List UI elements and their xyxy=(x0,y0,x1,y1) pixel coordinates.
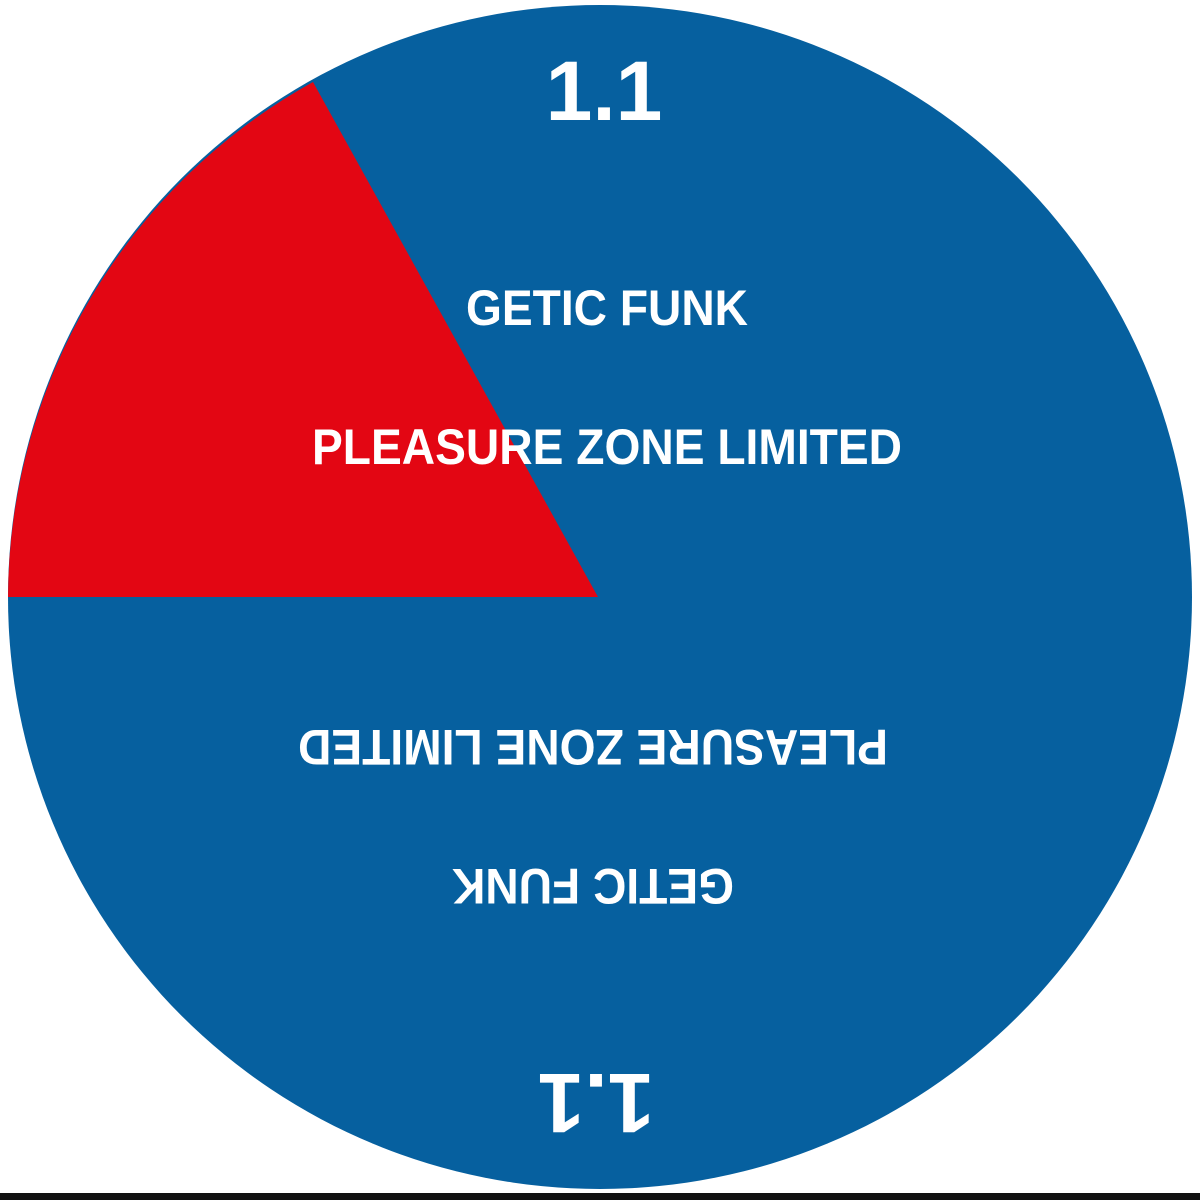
publisher-name: PLEASURE ZONE LIMITED xyxy=(312,419,902,475)
red-wedge xyxy=(8,82,598,597)
bottom-border xyxy=(0,1193,1200,1200)
label-text-upright: 1.1 GETIC FUNK PLEASURE ZONE LIMITED xyxy=(312,44,902,475)
publisher-name-inverted: PLEASURE ZONE LIMITED xyxy=(298,719,888,775)
artist-name: GETIC FUNK xyxy=(466,280,748,336)
catalog-number-inverted: 1.1 xyxy=(538,1056,655,1150)
catalog-number: 1.1 xyxy=(546,44,663,138)
label-text-inverted: 1.1 GETIC FUNK PLEASURE ZONE LIMITED xyxy=(298,719,888,1150)
artist-name-inverted: GETIC FUNK xyxy=(452,858,734,914)
